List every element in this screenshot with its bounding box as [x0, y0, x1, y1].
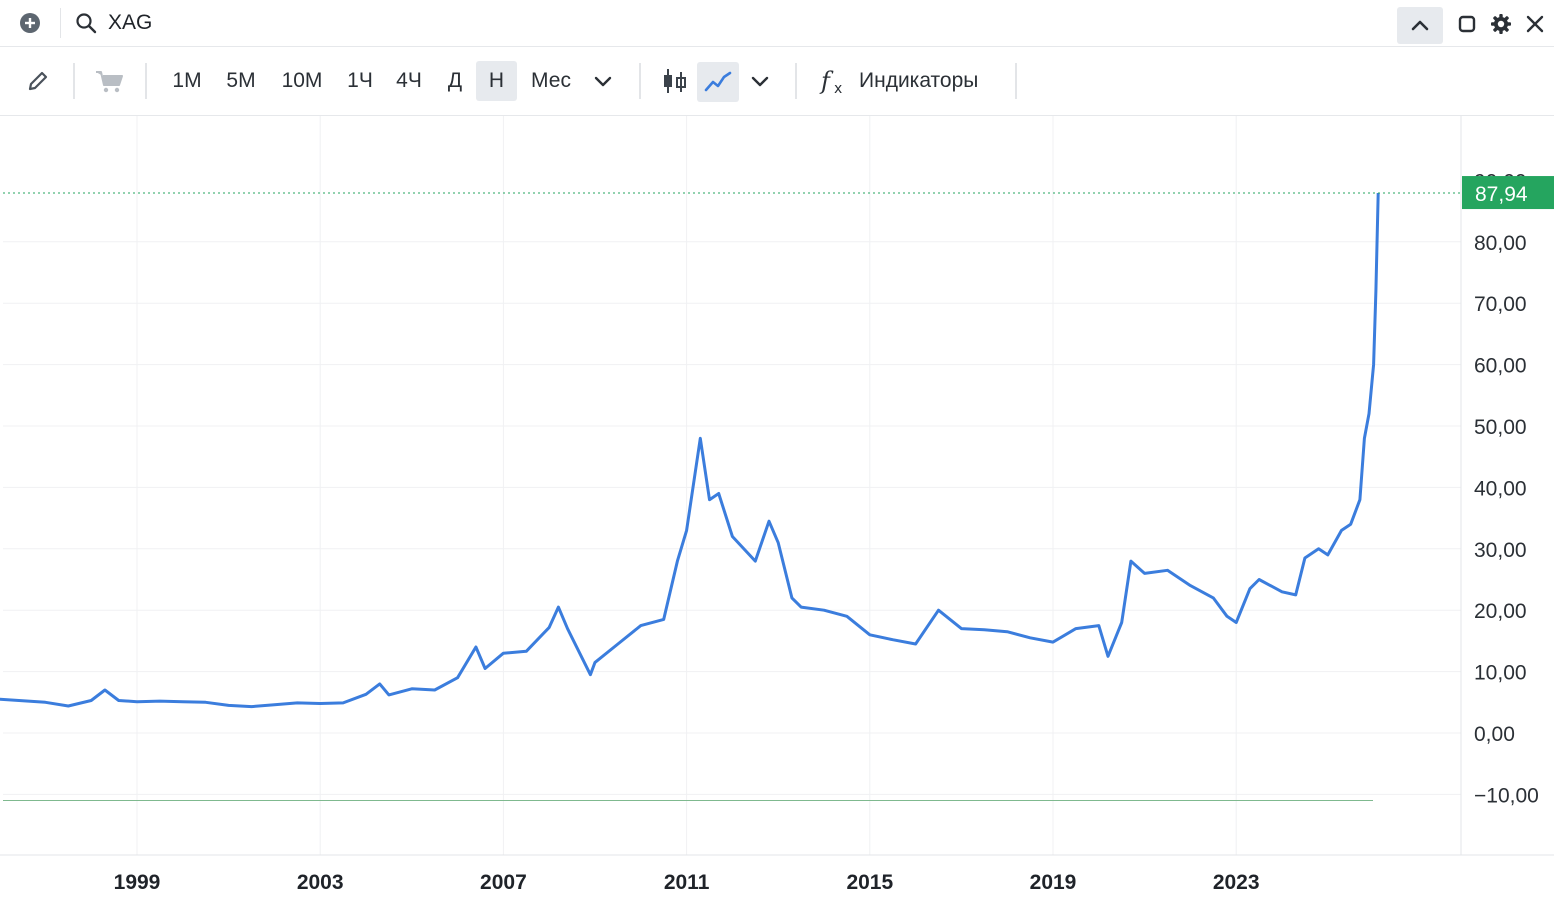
timeframe-10m[interactable]: 10М [281, 69, 323, 92]
toolbar-divider [639, 63, 641, 99]
timeframe-5m[interactable]: 5М [226, 69, 256, 92]
y-tick-label: 10,00 [1474, 662, 1527, 685]
timeframe-4h[interactable]: 4Ч [396, 69, 422, 92]
symbol-input[interactable]: XAG [108, 11, 153, 34]
y-tick-label: 40,00 [1474, 477, 1527, 500]
chart-series [0, 192, 1380, 709]
line-chart-icon [704, 71, 732, 92]
x-tick-label: 2015 [846, 871, 893, 894]
y-tick-label: 0,00 [1474, 723, 1515, 746]
toolbar-divider [1015, 63, 1017, 99]
timeframe-1h[interactable]: 1Ч [347, 69, 373, 92]
header-divider [60, 8, 61, 38]
toolbar-divider [145, 63, 147, 99]
timeframe-month[interactable]: Мес [531, 69, 571, 92]
candlestick-icon[interactable] [660, 66, 690, 96]
y-tick-label: 60,00 [1474, 355, 1527, 378]
last-price-badge [1462, 176, 1554, 210]
timeframe-1m[interactable]: 1М [172, 69, 202, 92]
indicators-fx-icon[interactable]: f x [818, 65, 852, 97]
toolbar-divider [73, 63, 75, 99]
chevron-down-icon[interactable] [592, 73, 614, 89]
chevron-down-icon[interactable] [749, 73, 771, 89]
x-tick-label: 2007 [480, 871, 527, 894]
svg-text:f: f [819, 67, 834, 95]
y-tick-label: −10,00 [1474, 784, 1539, 807]
x-tick-label: 2023 [1213, 871, 1260, 894]
chart-toolbar: 1М 5М 10М 1Ч 4Ч Д Н Мес [0, 47, 1554, 116]
pencil-icon[interactable] [26, 69, 50, 93]
price-chart[interactable]: −10,00 0,00 10,00 20,00 30,00 40,00 50,00 60,00… [0, 116, 1554, 902]
cart-icon[interactable] [94, 69, 124, 95]
x-tick-label: 2011 [664, 871, 710, 894]
gear-icon[interactable] [1490, 13, 1512, 35]
y-tick-label: 70,00 [1474, 293, 1527, 316]
line-chart-type-button[interactable] [697, 62, 739, 102]
y-tick-label: 80,00 [1474, 232, 1527, 255]
timeframe-week[interactable]: Н [476, 61, 517, 101]
indicators-button[interactable]: Индикаторы [859, 69, 979, 92]
chart-grid [3, 116, 1461, 855]
x-tick-label: 2019 [1030, 871, 1077, 894]
price-series-line [0, 192, 1380, 709]
x-tick-label: 1999 [114, 871, 161, 894]
x-tick-label: 2003 [297, 871, 344, 894]
y-tick-label: 50,00 [1474, 416, 1527, 439]
chevron-up-icon [1411, 20, 1429, 31]
timeframe-day[interactable]: Д [447, 69, 463, 92]
toolbar-divider [795, 63, 797, 99]
close-icon[interactable] [1524, 13, 1546, 35]
collapse-button[interactable] [1397, 7, 1443, 44]
last-price-label: 87,94 [1475, 183, 1528, 206]
restore-window-icon[interactable] [1456, 13, 1478, 35]
top-bar: XAG [0, 0, 1554, 47]
svg-text:x: x [834, 81, 842, 97]
search-icon[interactable] [74, 11, 98, 35]
y-tick-label: 30,00 [1474, 539, 1527, 562]
chart-axes: −10,00 0,00 10,00 20,00 30,00 40,00 50,00 60,00… [0, 116, 1554, 894]
y-tick-label: 20,00 [1474, 600, 1527, 623]
add-icon[interactable] [19, 12, 41, 34]
